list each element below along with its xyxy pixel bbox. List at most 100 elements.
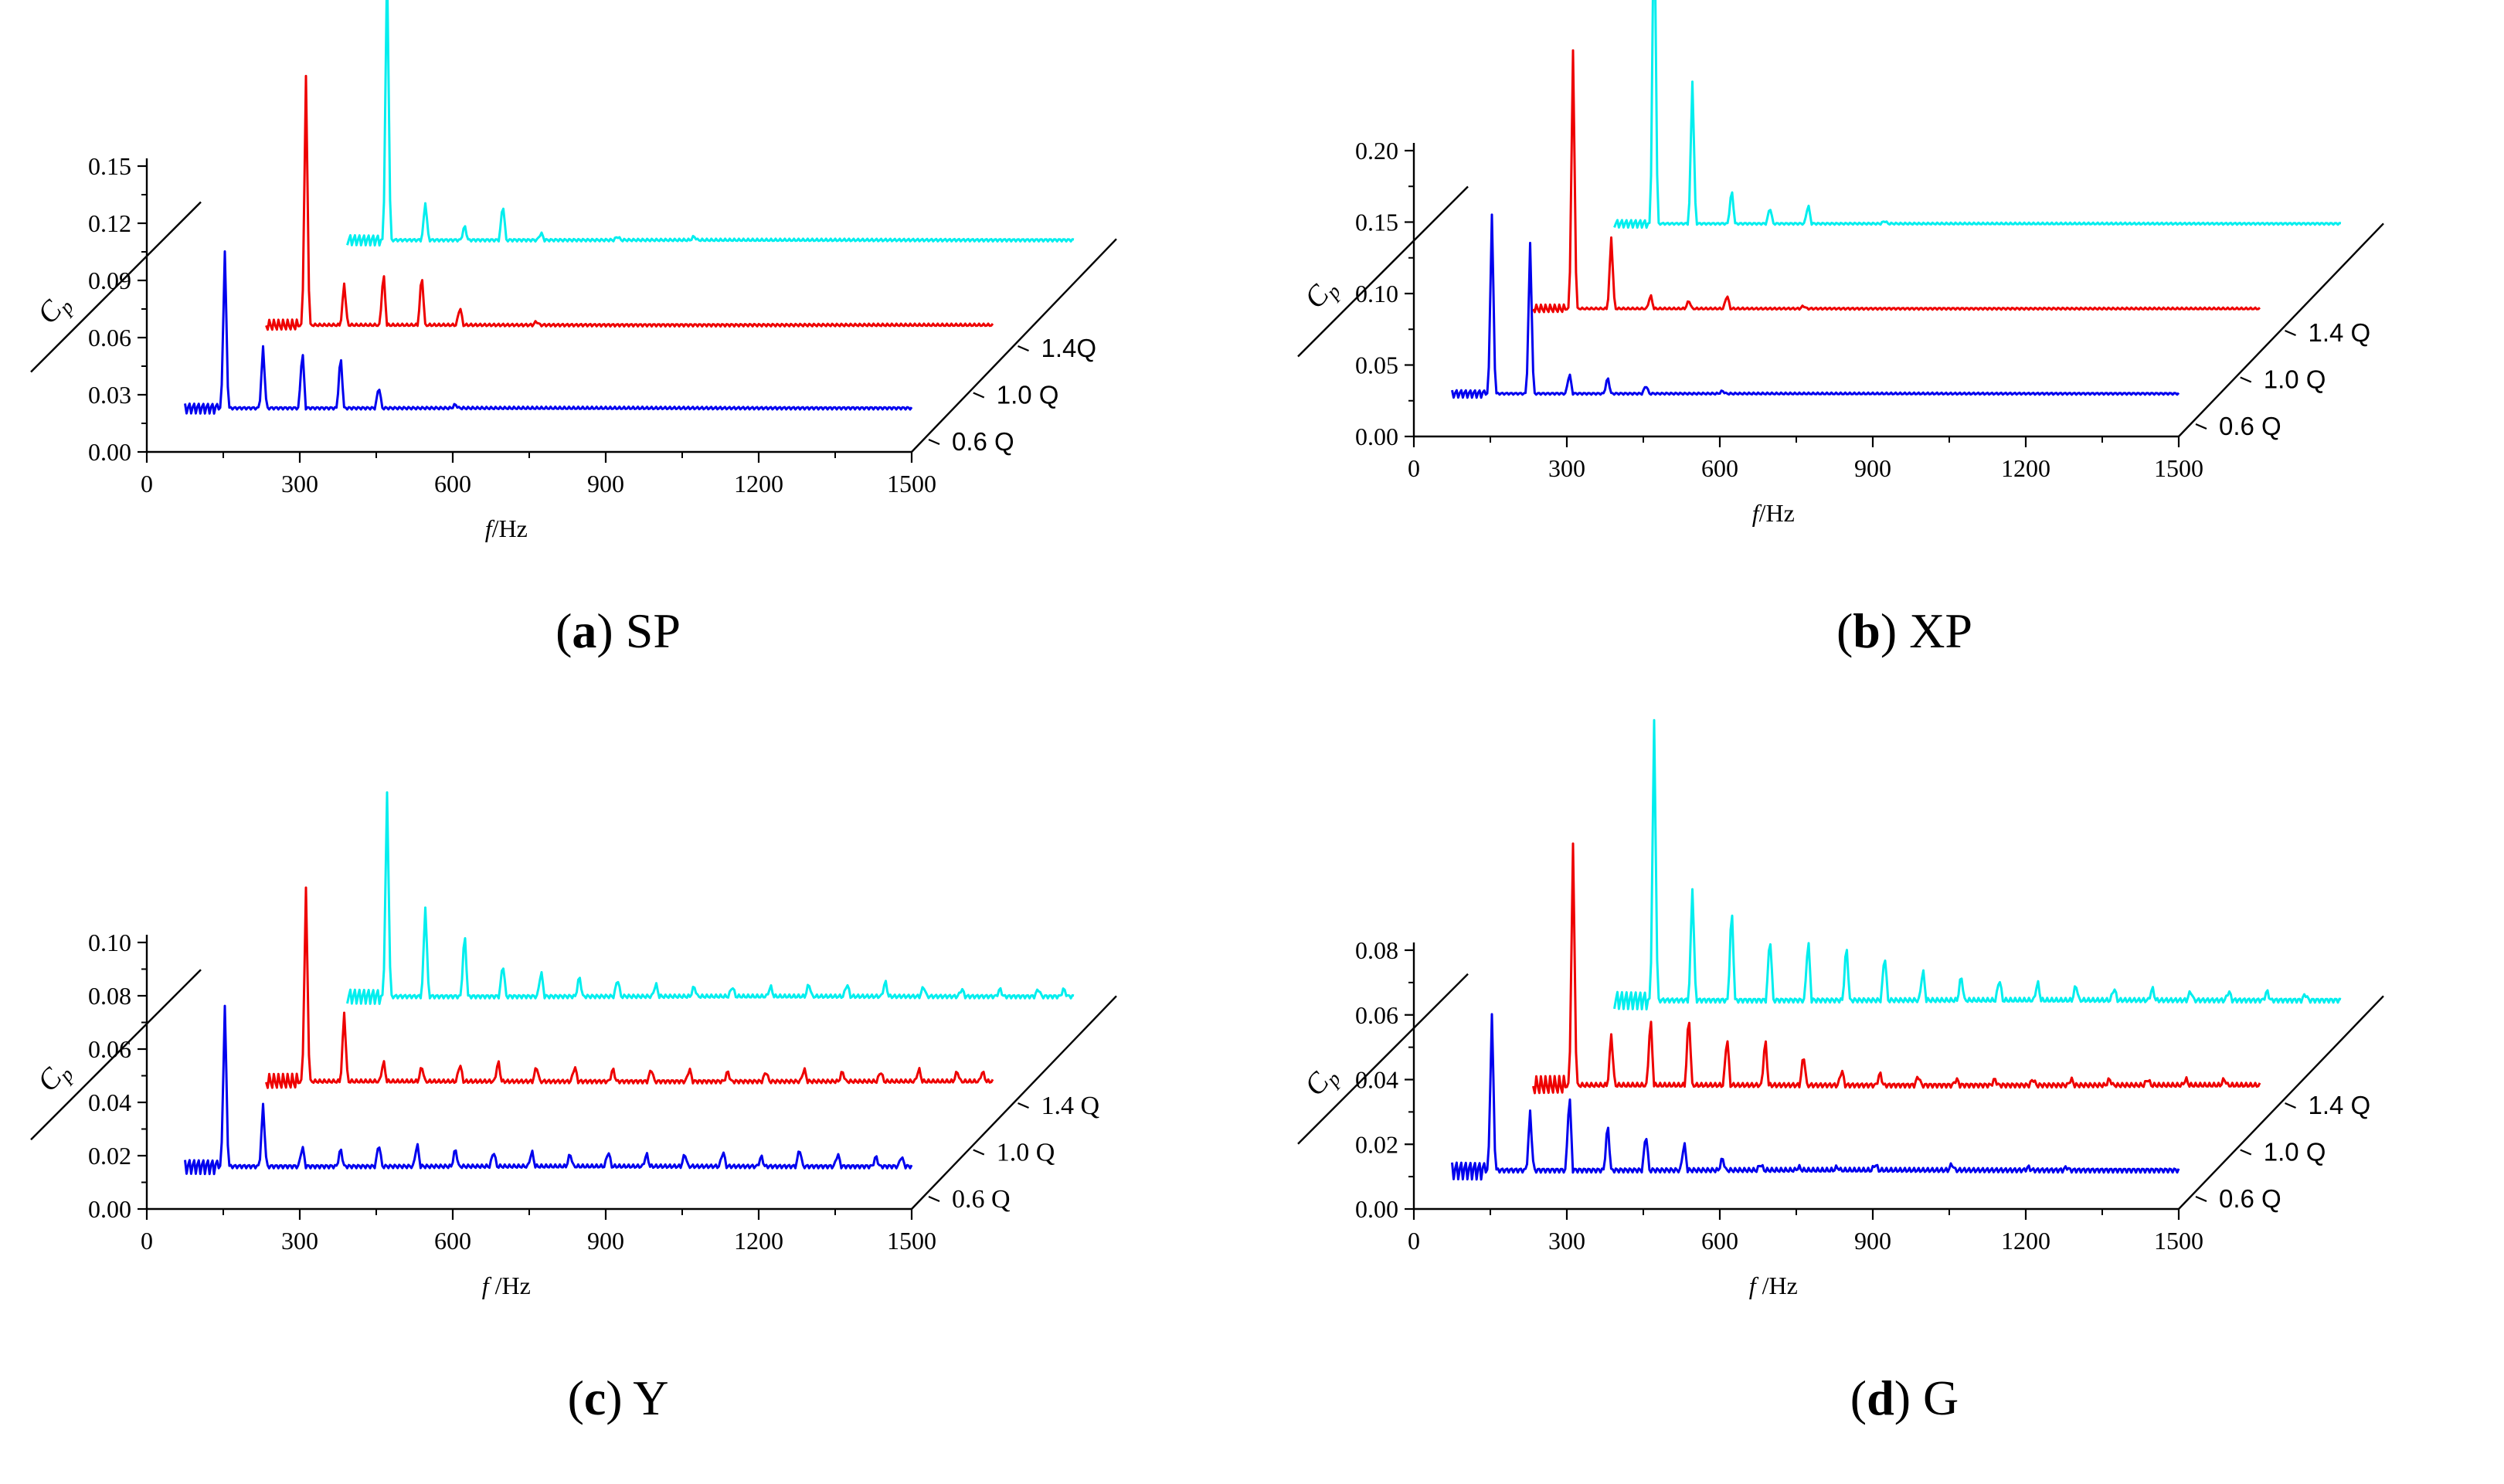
x-tick-label: 1500: [887, 470, 936, 497]
caption-letter: b: [1853, 603, 1881, 658]
series-line: [265, 886, 994, 1089]
caption-xp: (b) XP: [1836, 603, 1972, 660]
x-tick-label: 1200: [734, 1227, 783, 1255]
x-tick-label: 900: [1854, 1227, 1891, 1255]
caption-letter: c: [583, 1370, 606, 1425]
chart-y: 0 300 600 900 1200 1500 f /Hz 0.00 0.02 0.04 0.06 0…: [30, 788, 1151, 1391]
x-tick-label: 1500: [2154, 454, 2203, 482]
x-axis-label-unit: /Hz: [1759, 499, 1795, 527]
series-label: 1.0 Q: [997, 1139, 1055, 1167]
depth-tick: [2240, 376, 2252, 383]
chart-svg: 0 300 600 900 1200 1500 f/Hz 0.00 0.03 0.06 0.09 0.…: [30, 0, 1117, 542]
x-tick-label: 900: [1854, 454, 1891, 482]
chart-svg: 0 300 600 900 1200 1500 f/Hz 0.00 0.05 0.10 0.15 0.…: [1297, 0, 2384, 527]
series-label: 1.4 Q: [1041, 1092, 1100, 1120]
depth-axis-line: [911, 238, 1117, 453]
y-tick-label: 0.05: [1355, 351, 1398, 379]
depth-tick: [1018, 345, 1029, 352]
y-tick-label: 0.04: [1355, 1066, 1398, 1094]
series-label: 0.6 Q: [952, 1185, 1011, 1214]
x-axis-label-unit: /Hz: [492, 514, 528, 542]
x-tick-label: 0: [141, 470, 153, 497]
depth-tick: [2195, 423, 2207, 430]
left-depth-axis-line: [1297, 973, 1469, 1145]
x-tick-label: 0: [1408, 454, 1420, 482]
caption-name: Y: [633, 1370, 669, 1425]
depth-tick: [973, 392, 985, 399]
depth-tick: [928, 438, 940, 446]
y-tick-label: 0.10: [88, 929, 131, 956]
series-label: 1.4Q: [1041, 334, 1097, 362]
caption-open: (: [1836, 603, 1853, 658]
series-line: [1451, 213, 2180, 399]
depth-tick: [2285, 329, 2296, 337]
x-tick-label: 300: [281, 1227, 318, 1255]
y-tick-label: 0.15: [1355, 209, 1398, 236]
caption-name: G: [1923, 1370, 1959, 1425]
x-tick-label: 900: [587, 1227, 624, 1255]
chart-g: 0 300 600 900 1200 1500 f /Hz 0.00 0.02 0.04 0.06 0…: [1297, 718, 2418, 1391]
series-label: 1.4 Q: [2309, 1091, 2371, 1119]
y-axis-label: Cp: [31, 1054, 78, 1101]
y-tick-label: 0.00: [88, 1195, 131, 1223]
x-tick-label: 300: [1548, 1227, 1585, 1255]
depth-tick: [2195, 1195, 2207, 1203]
caption-open: (: [1850, 1370, 1867, 1425]
y-tick-label: 0.00: [88, 438, 131, 466]
x-axis-label: f/Hz: [485, 514, 528, 542]
chart-sp: 0 300 600 900 1200 1500 f/Hz 0.00 0.03 0.06 0.09 0.…: [30, 0, 1151, 633]
x-tick-label: 600: [434, 1227, 471, 1255]
x-tick-label: 900: [587, 470, 624, 497]
y-axis-label: Cp: [1298, 271, 1345, 318]
x-axis-label-unit: /Hz: [1756, 1272, 1798, 1299]
y-tick-label: 0.06: [1355, 1001, 1398, 1029]
y-tick-label: 0.15: [88, 152, 131, 180]
y-tick-label: 0.10: [1355, 280, 1398, 307]
x-tick-label: 300: [1548, 454, 1585, 482]
depth-tick: [2240, 1149, 2252, 1156]
y-tick-label: 0.03: [88, 381, 131, 409]
depth-tick: [2285, 1102, 2296, 1109]
left-depth-axis-line: [30, 969, 202, 1141]
depth-tick: [1018, 1102, 1029, 1109]
y-tick-label: 0.20: [1355, 137, 1398, 165]
y-axis-label: Cp: [1298, 1058, 1345, 1105]
x-tick-label: 600: [1701, 454, 1738, 482]
y-axis-label: Cp: [31, 287, 78, 333]
x-tick-label: 600: [1701, 1227, 1738, 1255]
chart-svg: 0 300 600 900 1200 1500 f /Hz 0.00 0.02 0.04 0.06 0…: [1297, 718, 2384, 1299]
y-tick-label: 0.08: [88, 982, 131, 1010]
series-label: 0.6 Q: [2219, 412, 2281, 440]
series-label: 1.0 Q: [2264, 365, 2326, 394]
left-depth-axis-line: [1297, 185, 1469, 358]
y-tick-label: 0.02: [1355, 1130, 1398, 1158]
y-tick-label: 0.12: [88, 209, 131, 237]
series-line: [1613, 718, 2342, 1010]
caption-name: XP: [1909, 603, 1973, 658]
caption-g: (d) G: [1850, 1370, 1959, 1427]
x-axis-label-unit: /Hz: [489, 1272, 531, 1299]
series-line: [346, 0, 1075, 247]
y-tick-label: 0.09: [88, 267, 131, 294]
series-label: 1.0 Q: [997, 381, 1059, 409]
caption-close: ): [1894, 1370, 1911, 1425]
series-line: [184, 250, 913, 415]
x-tick-label: 0: [1408, 1227, 1420, 1255]
series-label: 0.6 Q: [2219, 1184, 2281, 1213]
caption-y: (c) Y: [568, 1370, 669, 1427]
x-axis-label: f/Hz: [1752, 499, 1795, 527]
left-depth-axis-line: [30, 201, 202, 373]
caption-letter: a: [572, 603, 597, 658]
series-line: [1532, 842, 2261, 1095]
caption-letter: d: [1867, 1370, 1894, 1425]
series-line: [184, 1004, 913, 1176]
y-tick-label: 0.06: [88, 324, 131, 351]
depth-tick: [928, 1195, 940, 1203]
y-tick-label: 0.00: [1355, 1195, 1398, 1223]
chart-xp: 0 300 600 900 1200 1500 f/Hz 0.00 0.05 0.10 0.15 0.…: [1297, 0, 2418, 618]
x-tick-label: 300: [281, 470, 318, 497]
series-label: 0.6 Q: [952, 427, 1014, 456]
chart-svg: 0 300 600 900 1200 1500 f /Hz 0.00 0.02 0.04 0.06 0…: [30, 791, 1117, 1299]
x-tick-label: 0: [141, 1227, 153, 1255]
series-line: [346, 791, 1075, 1005]
